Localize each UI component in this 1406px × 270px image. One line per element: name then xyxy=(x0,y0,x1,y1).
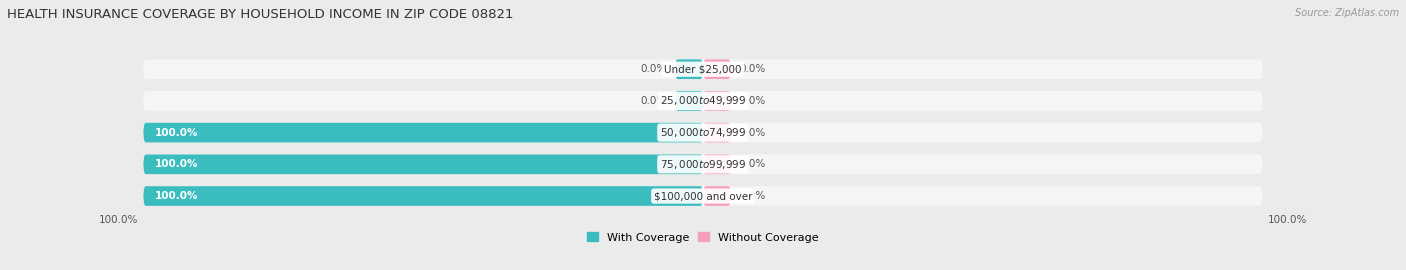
FancyBboxPatch shape xyxy=(675,91,703,111)
FancyBboxPatch shape xyxy=(143,123,703,143)
FancyBboxPatch shape xyxy=(143,59,1263,79)
Text: 0.0%: 0.0% xyxy=(640,96,666,106)
Text: $50,000 to $74,999: $50,000 to $74,999 xyxy=(659,126,747,139)
Text: 0.0%: 0.0% xyxy=(640,64,666,74)
Text: 0.0%: 0.0% xyxy=(740,128,766,138)
FancyBboxPatch shape xyxy=(675,59,703,79)
Text: 0.0%: 0.0% xyxy=(740,191,766,201)
FancyBboxPatch shape xyxy=(703,186,731,206)
Text: 100.0%: 100.0% xyxy=(155,159,198,169)
Legend: With Coverage, Without Coverage: With Coverage, Without Coverage xyxy=(582,228,824,247)
Text: $25,000 to $49,999: $25,000 to $49,999 xyxy=(659,94,747,107)
FancyBboxPatch shape xyxy=(143,91,1263,111)
Text: Under $25,000: Under $25,000 xyxy=(664,64,742,74)
Text: 100.0%: 100.0% xyxy=(155,191,198,201)
FancyBboxPatch shape xyxy=(703,154,731,174)
FancyBboxPatch shape xyxy=(143,154,703,174)
Text: 0.0%: 0.0% xyxy=(740,159,766,169)
Text: $100,000 and over: $100,000 and over xyxy=(654,191,752,201)
FancyBboxPatch shape xyxy=(143,186,703,206)
FancyBboxPatch shape xyxy=(703,91,731,111)
Text: 100.0%: 100.0% xyxy=(155,128,198,138)
Text: Source: ZipAtlas.com: Source: ZipAtlas.com xyxy=(1295,8,1399,18)
Text: 0.0%: 0.0% xyxy=(740,96,766,106)
Text: 100.0%: 100.0% xyxy=(1268,215,1308,225)
FancyBboxPatch shape xyxy=(143,123,1263,143)
FancyBboxPatch shape xyxy=(143,154,1263,174)
Text: 0.0%: 0.0% xyxy=(740,64,766,74)
Text: HEALTH INSURANCE COVERAGE BY HOUSEHOLD INCOME IN ZIP CODE 08821: HEALTH INSURANCE COVERAGE BY HOUSEHOLD I… xyxy=(7,8,513,21)
Text: 100.0%: 100.0% xyxy=(98,215,138,225)
Text: $75,000 to $99,999: $75,000 to $99,999 xyxy=(659,158,747,171)
FancyBboxPatch shape xyxy=(703,59,731,79)
FancyBboxPatch shape xyxy=(703,123,731,143)
FancyBboxPatch shape xyxy=(143,186,1263,206)
